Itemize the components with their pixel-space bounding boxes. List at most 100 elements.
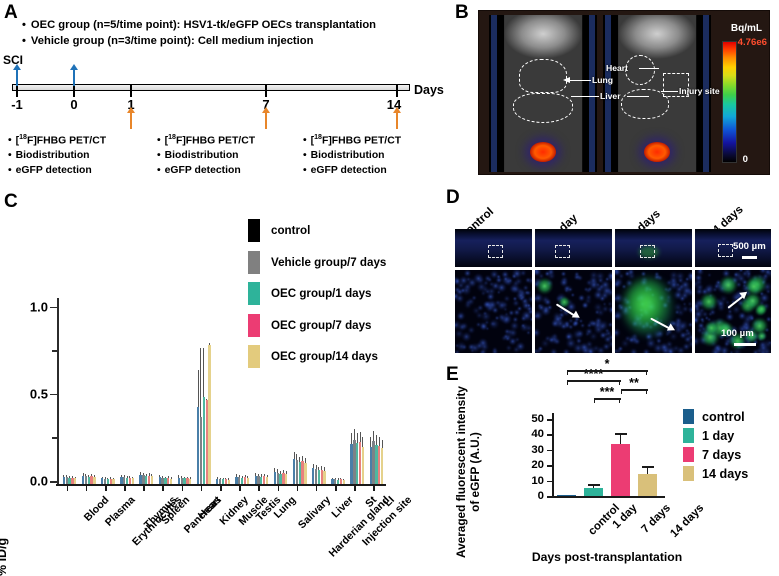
panel-c-legend-swatch: [248, 345, 260, 368]
egfp-label-day-1: eGFP detection: [8, 164, 106, 179]
panel-e-legend-item: 14 days: [683, 466, 748, 481]
panel-c-error-bar: [321, 466, 323, 471]
panel-c-bar: [202, 396, 205, 484]
fluorescence-image-7days-lowmag: [615, 229, 692, 267]
panel-c-bar: [265, 476, 269, 484]
panel-e-legend-label: control: [702, 409, 745, 424]
scanner-rail-right: [703, 15, 709, 172]
panel-c-error-bar: [356, 432, 358, 444]
panel-c-x-label: Salivary: [295, 494, 333, 532]
panel-c-legend-label: control: [271, 224, 311, 237]
panel-c-bar: [125, 477, 129, 484]
scale-bar-label-500um: 500 µm: [733, 241, 766, 252]
panel-c-bar: [353, 440, 356, 484]
panel-c-error-bar: [184, 476, 186, 479]
panel-c-bar: [260, 476, 263, 484]
panel-c-error-bar: [222, 478, 224, 480]
panel-c-x-tick: [354, 486, 356, 491]
lung-leader-line: [569, 80, 591, 82]
panel-c-legend-label: OEC group/1 days: [271, 287, 372, 300]
panel-c-bar: [380, 448, 384, 484]
panel-c-error-bar: [324, 467, 326, 471]
panel-c-bar: [131, 478, 134, 484]
panel-d-letter: D: [446, 187, 460, 208]
panel-c-bar: [123, 477, 126, 484]
panel-c-bar: [276, 472, 279, 484]
pet-ct-label-day-1: [18F]FHBG PET/CT: [8, 133, 106, 149]
panel-c-error-bar: [375, 435, 377, 445]
panel-c-error-bar: [353, 429, 355, 441]
panel-e-y-tick: [547, 465, 553, 467]
panel-c-legend-item: Vehicle group/7 days: [248, 250, 386, 274]
panel-c-error-bar: [282, 470, 284, 474]
panel-c-error-bar: [132, 476, 134, 479]
panel-c-error-bar: [373, 430, 375, 442]
panel-c-bar: [254, 475, 257, 484]
biodistribution-label-day-7: Biodistribution: [157, 149, 255, 164]
egfp-label-day-7: eGFP detection: [157, 164, 255, 179]
fluorine-18-superscript: 18: [19, 134, 27, 141]
panel-c-error-bar: [181, 476, 183, 478]
dapi-nuclei-layer: [695, 270, 771, 353]
panel-c-x-tick: [181, 486, 184, 491]
panel-c-x-tick: [200, 486, 203, 491]
panel-c-letter: C: [4, 191, 18, 212]
panel-c-error-bar: [266, 474, 268, 477]
panel-c-error-bar: [151, 474, 153, 477]
significance-stars: ***: [599, 385, 615, 399]
heart-leader-line: [639, 68, 659, 70]
panel-e: E Averaged fluorescent intensity of eGFP…: [440, 358, 779, 575]
panel-c-x-tick: [296, 486, 299, 491]
panel-c-error-bar: [359, 432, 361, 443]
panel-c-x-tick: [277, 486, 280, 491]
panel-c-x-tick: [315, 486, 318, 491]
panel-c-bar: [103, 478, 107, 484]
panel-c-error-bar: [258, 473, 259, 476]
significance-stars: **: [629, 376, 639, 390]
panel-e-legend-swatch: [683, 466, 694, 481]
panel-c-error-bar: [263, 474, 265, 477]
panel-c-bar: [339, 479, 343, 484]
panel-c-error-bar: [91, 474, 93, 477]
panel-c-error-bar: [93, 475, 95, 478]
panel-c-bar: [161, 477, 164, 484]
panel-b-letter: B: [455, 2, 469, 23]
panel-c-error-bar: [247, 476, 249, 478]
panel-c-bar: [87, 476, 90, 484]
panel-c-bar: [145, 475, 148, 484]
panel-c-error-bar: [302, 455, 304, 462]
colorbar-min-label: 0: [742, 154, 748, 165]
panel-c-bar: [170, 478, 173, 484]
panel-c-x-tick: [66, 486, 69, 491]
scanner-rail-left: [605, 15, 611, 172]
panel-e-y-tick: [547, 496, 553, 498]
panel-c-error-bar: [113, 477, 115, 480]
panel-a: A OEC group (n=5/time point): HSV1-tk/eG…: [0, 0, 452, 186]
panel-a-bullet-list: OEC group (n=5/time point): HSV1-tk/eGFP…: [22, 17, 442, 49]
panel-c-bar: [282, 473, 285, 484]
lung-leader-arrowhead: [563, 77, 570, 83]
significance-stars: *: [604, 357, 610, 371]
panel-c-bar: [62, 477, 66, 484]
panel-c-y-tick: [52, 437, 57, 440]
scanner-rail-left: [491, 15, 497, 172]
sagittal-heart-outline: [625, 55, 655, 85]
panel-c-bar: [139, 474, 142, 484]
panel-e-y-axis-label: Averaged fluorescent intensity of eGFP (…: [454, 386, 483, 558]
panel-e-error-bar: [584, 483, 603, 489]
panel-e-y-tick-label: 30: [531, 443, 544, 456]
panel-c-x-tick: [85, 486, 88, 491]
panel-c-bar: [216, 478, 219, 484]
scale-bar-100um: [734, 343, 756, 346]
fluorescence-image-control-highmag: [455, 270, 532, 353]
timeline-label-1: 1: [127, 97, 135, 112]
panel-e-y-tick-label: 0: [537, 490, 544, 502]
panel-c-bar: [158, 477, 161, 484]
panel-a-letter: A: [4, 2, 18, 23]
panel-e-y-tick: [547, 480, 553, 483]
panel-c-error-bar: [74, 476, 76, 479]
panel-e-error-bar: [611, 432, 630, 444]
fluorescence-image-14days-lowmag: 500 µm: [695, 229, 771, 267]
panel-e-bar-1-day: [584, 488, 603, 496]
fluorine-18-superscript: 18: [168, 134, 176, 141]
